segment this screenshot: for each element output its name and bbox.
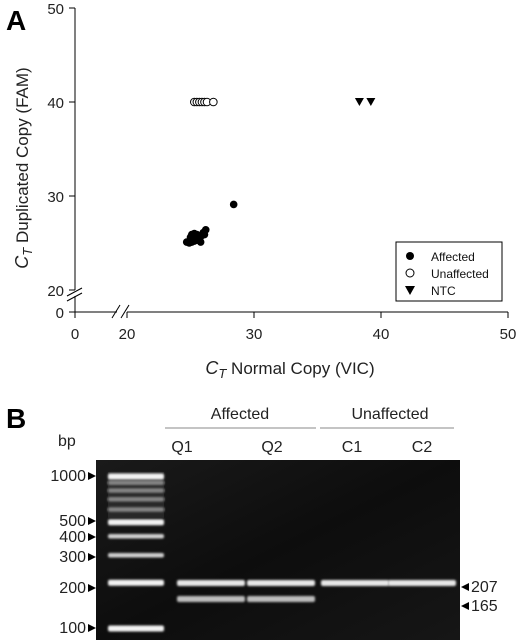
y-axis-break-mark — [66, 292, 83, 302]
ladder-arrow — [88, 553, 96, 561]
legend-affected-label: Affected — [431, 250, 475, 264]
ladder-arrow — [88, 584, 96, 592]
y-axis-label: CT Duplicated Copy (FAM) — [12, 67, 35, 268]
panel-b-letter: B — [6, 403, 26, 434]
ladder-band — [108, 552, 164, 558]
band-arrow — [461, 602, 469, 610]
band-207 — [388, 580, 456, 586]
legend-unaffected-marker — [405, 268, 415, 278]
ladder-band — [108, 519, 164, 526]
x-axis-break-mark — [120, 304, 130, 319]
legend-ntc-marker — [405, 286, 415, 295]
data-points — [182, 97, 376, 247]
legend-affected-marker — [406, 252, 414, 260]
lane-label-q1: Q1 — [171, 439, 192, 456]
band-165 — [177, 596, 245, 602]
affected-point — [196, 238, 205, 246]
legend: Affected Unaffected NTC — [395, 241, 503, 302]
lane-label-c1: C1 — [342, 439, 363, 456]
y-axis-break-mark — [66, 287, 83, 297]
panel-a-letter: A — [6, 5, 26, 36]
ladder-arrow — [88, 517, 96, 525]
ladder-size-label: 400 — [59, 529, 86, 546]
x-tick-label: 0 — [71, 326, 79, 343]
x-tick-label: 20 — [119, 326, 136, 343]
affected-point — [200, 230, 209, 239]
x-axis-label: CT Normal Copy (VIC) — [205, 358, 374, 381]
x-axis-break-mark — [111, 304, 121, 319]
ladder-arrow — [88, 624, 96, 632]
y-tick-label: 30 — [47, 189, 64, 206]
band-size-label: 165 — [471, 598, 498, 615]
x-tick-label: 40 — [373, 326, 390, 343]
affected-point — [229, 200, 238, 209]
ladder-band — [108, 473, 164, 480]
ladder-size-label: 1000 — [50, 468, 86, 485]
legend-ntc-label: NTC — [431, 284, 456, 298]
y-tick-label: 0 — [56, 305, 64, 322]
ladder-band — [108, 625, 164, 632]
ladder-smear — [108, 472, 164, 518]
band-165 — [247, 596, 315, 602]
group-label-affected: Affected — [211, 406, 269, 423]
x-tick-label: 30 — [246, 326, 263, 343]
ntc-point — [366, 98, 376, 106]
affected-point — [186, 233, 195, 242]
y-ticks: 20 30 40 50 0 — [47, 1, 75, 322]
ladder-band — [108, 533, 164, 539]
band-207 — [247, 580, 315, 586]
ladder-arrow — [88, 472, 96, 480]
bp-unit-label: bp — [58, 433, 76, 450]
group-label-unaffected: Unaffected — [351, 406, 428, 423]
affected-point — [193, 230, 201, 239]
x-tick-label: 50 — [500, 326, 517, 343]
band-207 — [321, 580, 389, 586]
ladder-arrow — [88, 533, 96, 541]
ladder-lane — [108, 472, 164, 632]
y-tick-label: 40 — [47, 95, 64, 112]
y-tick-label: 20 — [47, 283, 64, 300]
sample-lanes — [177, 580, 456, 602]
legend-unaffected-label: Unaffected — [431, 267, 489, 281]
lane-label-c2: C2 — [412, 439, 433, 456]
ladder-band — [108, 579, 164, 586]
ladder-size-label: 100 — [59, 620, 86, 637]
ladder-size-label: 200 — [59, 580, 86, 597]
ntc-point — [354, 98, 364, 106]
y-tick-label: 50 — [47, 1, 64, 18]
ladder-size-label: 300 — [59, 549, 86, 566]
x-ticks: 0 20 30 40 50 — [71, 312, 517, 343]
lane-label-q2: Q2 — [261, 439, 282, 456]
scatter-plot: 0 20 30 40 50 20 30 40 50 0 CT Normal Copy (VIC)… — [12, 1, 516, 381]
band-arrow — [461, 583, 469, 591]
band-207 — [177, 580, 245, 586]
unaffected-point — [209, 97, 218, 107]
gel-figure: bp Affected Unaffected Q1 Q2 C1 C2 1000 5… — [50, 406, 498, 640]
band-size-label: 207 — [471, 579, 498, 596]
ladder-size-label: 500 — [59, 513, 86, 530]
